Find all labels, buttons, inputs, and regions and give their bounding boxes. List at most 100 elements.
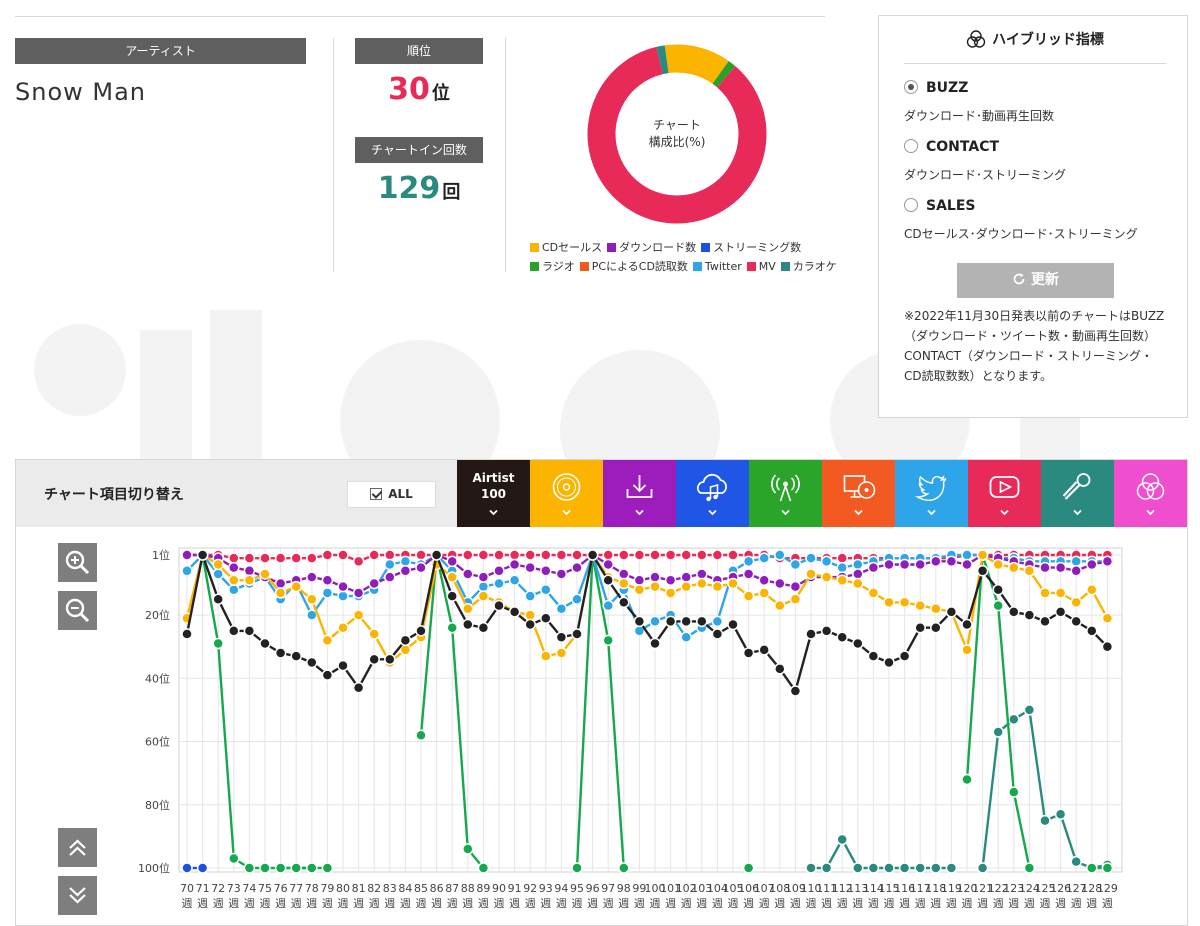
data-point[interactable] bbox=[290, 552, 302, 564]
data-point[interactable] bbox=[649, 580, 661, 593]
data-point[interactable] bbox=[1101, 612, 1114, 624]
data-point[interactable] bbox=[1023, 862, 1036, 874]
data-point[interactable] bbox=[602, 549, 614, 561]
zoom-out-button[interactable] bbox=[58, 591, 97, 630]
data-point[interactable] bbox=[664, 549, 677, 561]
data-point[interactable] bbox=[930, 862, 942, 874]
data-point[interactable] bbox=[664, 574, 677, 587]
data-point[interactable] bbox=[945, 555, 958, 568]
data-point[interactable] bbox=[306, 593, 318, 606]
data-point[interactable] bbox=[415, 625, 427, 637]
data-point[interactable] bbox=[618, 596, 630, 609]
data-point[interactable] bbox=[384, 558, 396, 571]
data-point[interactable] bbox=[321, 669, 334, 681]
data-point[interactable] bbox=[602, 558, 614, 571]
data-point[interactable] bbox=[680, 615, 692, 628]
data-point[interactable] bbox=[212, 558, 224, 571]
data-point[interactable] bbox=[462, 568, 474, 580]
tab-pc-cd[interactable] bbox=[822, 460, 895, 527]
data-point[interactable] bbox=[961, 549, 973, 561]
data-point[interactable] bbox=[961, 558, 973, 571]
data-point[interactable] bbox=[664, 587, 677, 599]
data-point[interactable] bbox=[633, 574, 646, 587]
data-point[interactable] bbox=[181, 862, 193, 874]
data-point[interactable] bbox=[337, 659, 349, 672]
data-point[interactable] bbox=[758, 552, 770, 564]
data-point[interactable] bbox=[259, 637, 271, 650]
data-point[interactable] bbox=[930, 602, 942, 615]
data-point[interactable] bbox=[618, 568, 630, 580]
data-point[interactable] bbox=[727, 618, 739, 631]
data-point[interactable] bbox=[493, 565, 505, 577]
data-point[interactable] bbox=[540, 612, 552, 624]
data-point[interactable] bbox=[930, 555, 942, 568]
data-point[interactable] bbox=[228, 852, 240, 865]
data-point[interactable] bbox=[742, 862, 755, 874]
data-point[interactable] bbox=[945, 862, 958, 874]
data-point[interactable] bbox=[212, 593, 224, 606]
data-point[interactable] bbox=[914, 599, 926, 612]
data-point[interactable] bbox=[742, 647, 755, 659]
data-point[interactable] bbox=[711, 580, 724, 593]
data-point[interactable] bbox=[727, 549, 739, 561]
data-point[interactable] bbox=[243, 574, 256, 587]
data-point[interactable] bbox=[259, 862, 271, 874]
data-point[interactable] bbox=[399, 634, 412, 647]
data-point[interactable] bbox=[446, 571, 458, 583]
data-point[interactable] bbox=[555, 549, 568, 561]
data-point[interactable] bbox=[1054, 606, 1067, 618]
data-point[interactable] bbox=[727, 577, 739, 590]
data-point[interactable] bbox=[1070, 855, 1082, 868]
data-point[interactable] bbox=[649, 549, 661, 561]
data-point[interactable] bbox=[524, 618, 536, 631]
data-point[interactable] bbox=[321, 862, 334, 874]
tab-microphone[interactable] bbox=[1041, 460, 1114, 527]
data-point[interactable] bbox=[867, 862, 880, 874]
data-point[interactable] bbox=[696, 577, 708, 590]
data-point[interactable] bbox=[883, 656, 895, 669]
data-point[interactable] bbox=[696, 615, 708, 628]
data-point[interactable] bbox=[243, 625, 256, 637]
data-point[interactable] bbox=[196, 549, 209, 561]
data-point[interactable] bbox=[212, 637, 224, 650]
data-point[interactable] bbox=[1023, 704, 1036, 716]
data-point[interactable] bbox=[1039, 814, 1051, 827]
data-point[interactable] bbox=[852, 568, 864, 580]
data-point[interactable] bbox=[1008, 606, 1020, 618]
data-point[interactable] bbox=[306, 552, 318, 564]
data-point[interactable] bbox=[602, 574, 614, 587]
data-point[interactable] bbox=[680, 549, 692, 561]
data-point[interactable] bbox=[337, 590, 349, 602]
data-point[interactable] bbox=[571, 628, 583, 640]
data-point[interactable] bbox=[274, 552, 287, 564]
data-point[interactable] bbox=[274, 647, 287, 659]
data-point[interactable] bbox=[321, 634, 334, 647]
data-point[interactable] bbox=[711, 628, 724, 640]
data-point[interactable] bbox=[883, 558, 895, 571]
data-point[interactable] bbox=[228, 584, 240, 596]
data-point[interactable] bbox=[274, 862, 287, 874]
radio-sales-indicator[interactable] bbox=[904, 198, 918, 212]
data-point[interactable] bbox=[1008, 786, 1020, 798]
data-point[interactable] bbox=[555, 568, 568, 580]
data-point[interactable] bbox=[1039, 561, 1051, 574]
data-point[interactable] bbox=[1023, 565, 1036, 577]
data-point[interactable] bbox=[742, 568, 755, 580]
data-point[interactable] bbox=[321, 574, 334, 587]
data-point[interactable] bbox=[649, 571, 661, 583]
data-point[interactable] bbox=[914, 621, 926, 634]
data-point[interactable] bbox=[1086, 625, 1098, 637]
data-point[interactable] bbox=[212, 568, 224, 580]
data-point[interactable] bbox=[290, 650, 302, 662]
data-point[interactable] bbox=[477, 549, 490, 561]
data-point[interactable] bbox=[898, 650, 911, 662]
data-point[interactable] bbox=[867, 650, 880, 662]
data-point[interactable] bbox=[228, 552, 240, 564]
data-point[interactable] bbox=[228, 561, 240, 574]
scroll-up-button[interactable] bbox=[58, 828, 97, 867]
data-point[interactable] bbox=[836, 833, 848, 846]
data-point[interactable] bbox=[321, 587, 334, 599]
data-point[interactable] bbox=[1070, 615, 1082, 628]
data-point[interactable] bbox=[664, 615, 677, 628]
data-point[interactable] bbox=[446, 590, 458, 602]
